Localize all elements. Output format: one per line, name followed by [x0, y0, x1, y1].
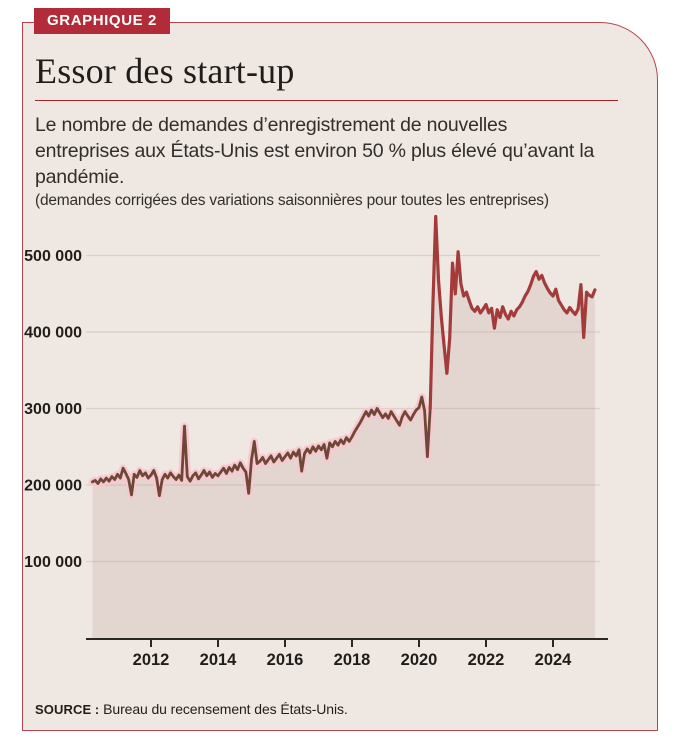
y-axis-tick-label: 500 000	[24, 248, 82, 265]
title-divider	[35, 100, 618, 101]
series-line-post-2020	[428, 214, 597, 411]
x-axis-tick-label: 2018	[334, 651, 371, 669]
area-fill	[92, 216, 595, 638]
chart-subtitle: Le nombre de demandes d’enregistrement d…	[35, 114, 595, 188]
x-axis-tick-label: 2016	[267, 651, 304, 669]
y-axis-tick-label: 300 000	[24, 401, 82, 418]
source-text: Bureau du recensement des États-Unis.	[99, 701, 348, 717]
y-axis-tick-label: 400 000	[24, 325, 82, 342]
series-line-pre-2020	[91, 395, 432, 498]
source-line: SOURCE : Bureau du recensement des États…	[35, 701, 348, 717]
x-axis-tick-label: 2022	[468, 651, 505, 669]
x-axis-tick-label: 2024	[535, 651, 573, 669]
x-axis-tick-label: 2020	[401, 651, 438, 669]
x-axis-tick-label: 2014	[200, 651, 238, 669]
y-axis-tick-label: 200 000	[24, 478, 82, 495]
x-axis-tick-label: 2012	[133, 651, 170, 669]
source-label: SOURCE :	[35, 702, 100, 717]
y-axis-tick-label: 100 000	[24, 554, 82, 571]
graphic-number-badge: GRAPHIQUE 2	[34, 8, 170, 34]
chart-title: Essor des start-up	[35, 51, 295, 91]
chart-methodology-note: (demandes corrigées des variations saiso…	[35, 192, 549, 209]
